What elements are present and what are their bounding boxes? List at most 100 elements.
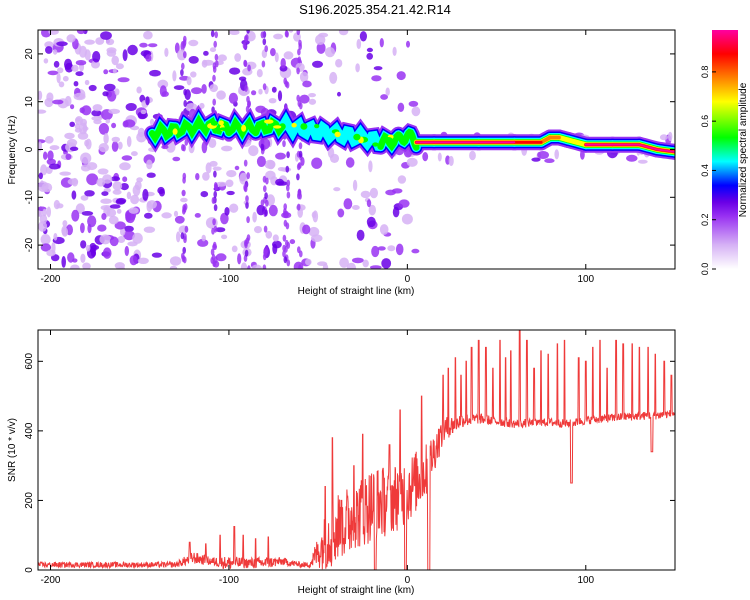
noise-blob bbox=[52, 49, 58, 55]
noise-blob bbox=[308, 93, 316, 98]
noise-blob bbox=[537, 151, 549, 159]
noise-blob bbox=[116, 197, 127, 204]
noise-blob bbox=[48, 163, 61, 170]
noise-streak bbox=[296, 94, 301, 102]
noise-blob bbox=[47, 150, 54, 161]
ridge-segment bbox=[322, 121, 350, 147]
ridge-blob bbox=[219, 127, 227, 131]
noise-blob bbox=[82, 126, 89, 131]
y-tick-label: 0 bbox=[24, 567, 35, 573]
noise-blob bbox=[84, 190, 95, 197]
noise-blob bbox=[47, 70, 59, 76]
noise-blob bbox=[172, 70, 177, 82]
noise-blob bbox=[395, 243, 404, 256]
noise-blob bbox=[221, 234, 228, 240]
noise-streak bbox=[282, 250, 286, 258]
y-tick-label: 600 bbox=[24, 353, 35, 370]
noise-blob bbox=[126, 191, 132, 200]
noise-blob bbox=[43, 58, 49, 64]
noise-blob bbox=[327, 147, 335, 159]
noise-blob bbox=[220, 212, 229, 225]
ridge-segment bbox=[656, 148, 675, 153]
noise-streak bbox=[298, 150, 303, 158]
noise-blob bbox=[195, 173, 200, 181]
noise-blob bbox=[225, 179, 234, 188]
noise-blob bbox=[148, 43, 158, 48]
noise-blob bbox=[81, 211, 94, 216]
noise-blob bbox=[149, 118, 155, 126]
noise-blob bbox=[85, 244, 91, 252]
colorbar-tick-label: 0.0 bbox=[700, 263, 710, 276]
noise-blob bbox=[69, 121, 75, 128]
noise-blob bbox=[366, 199, 372, 208]
noise-blob bbox=[56, 41, 68, 47]
noise-blob bbox=[221, 145, 233, 152]
noise-blob bbox=[272, 240, 282, 249]
noise-blob bbox=[311, 211, 317, 219]
noise-blob bbox=[49, 145, 60, 151]
noise-blob bbox=[91, 60, 100, 69]
noise-blob bbox=[408, 100, 419, 107]
noise-blob bbox=[226, 170, 237, 178]
noise-blob bbox=[75, 116, 83, 126]
noise-blob bbox=[38, 109, 47, 114]
noise-blob bbox=[469, 150, 476, 161]
noise-streak bbox=[297, 162, 302, 170]
noise-blob bbox=[212, 166, 222, 171]
noise-blob bbox=[45, 136, 54, 144]
noise-blob bbox=[122, 49, 128, 62]
noise-blob bbox=[92, 51, 101, 63]
noise-streak bbox=[183, 256, 187, 264]
noise-blob bbox=[81, 105, 92, 116]
noise-blob bbox=[62, 75, 69, 82]
noise-blob bbox=[137, 257, 149, 264]
noise-streak bbox=[181, 62, 185, 70]
noise-blob bbox=[283, 51, 294, 60]
noise-blob bbox=[161, 91, 169, 97]
noise-streak bbox=[182, 41, 186, 49]
y-tick-label: -10 bbox=[24, 190, 35, 205]
noise-blob bbox=[132, 232, 143, 244]
ridge-blob bbox=[353, 133, 361, 141]
noise-streak bbox=[286, 191, 291, 199]
noise-blob bbox=[280, 58, 286, 69]
noise-streak bbox=[214, 31, 218, 39]
noise-blob bbox=[352, 205, 360, 210]
noise-streak bbox=[282, 244, 286, 252]
noise-streak bbox=[286, 151, 290, 159]
noise-blob bbox=[100, 205, 113, 211]
noise-streak bbox=[246, 216, 250, 224]
noise-streak bbox=[214, 53, 219, 61]
noise-blob bbox=[114, 221, 126, 230]
noise-streak bbox=[182, 246, 186, 254]
noise-blob bbox=[145, 54, 152, 62]
snr-y-ticks: 0 200 400 600 bbox=[24, 353, 675, 573]
noise-streak bbox=[282, 234, 287, 242]
noise-blob bbox=[57, 67, 64, 74]
noise-blob bbox=[199, 102, 205, 109]
noise-blob bbox=[124, 245, 129, 257]
ridge-blob bbox=[264, 119, 274, 124]
noise-blob bbox=[64, 132, 75, 140]
noise-blob bbox=[248, 145, 259, 157]
colorbar-ticks: 0.0 0.2 0.4 0.6 0.8 bbox=[700, 66, 716, 276]
noise-blob bbox=[99, 234, 112, 245]
x-tick-label: 0 bbox=[405, 274, 411, 285]
noise-streak bbox=[213, 225, 218, 233]
noise-blob bbox=[209, 84, 218, 93]
noise-blob bbox=[362, 259, 369, 268]
noise-blob bbox=[80, 222, 85, 234]
noise-blob bbox=[202, 172, 210, 181]
noise-blob bbox=[75, 71, 84, 77]
noise-blob bbox=[277, 90, 283, 102]
noise-blob bbox=[397, 102, 405, 113]
noise-streak bbox=[183, 88, 187, 96]
noise-streak bbox=[264, 192, 268, 200]
ridge-blob bbox=[241, 124, 247, 132]
noise-streak bbox=[184, 138, 189, 146]
noise-blob bbox=[65, 153, 72, 160]
noise-blob bbox=[173, 210, 179, 217]
noise-blob bbox=[161, 212, 172, 219]
noise-streak bbox=[261, 60, 266, 68]
